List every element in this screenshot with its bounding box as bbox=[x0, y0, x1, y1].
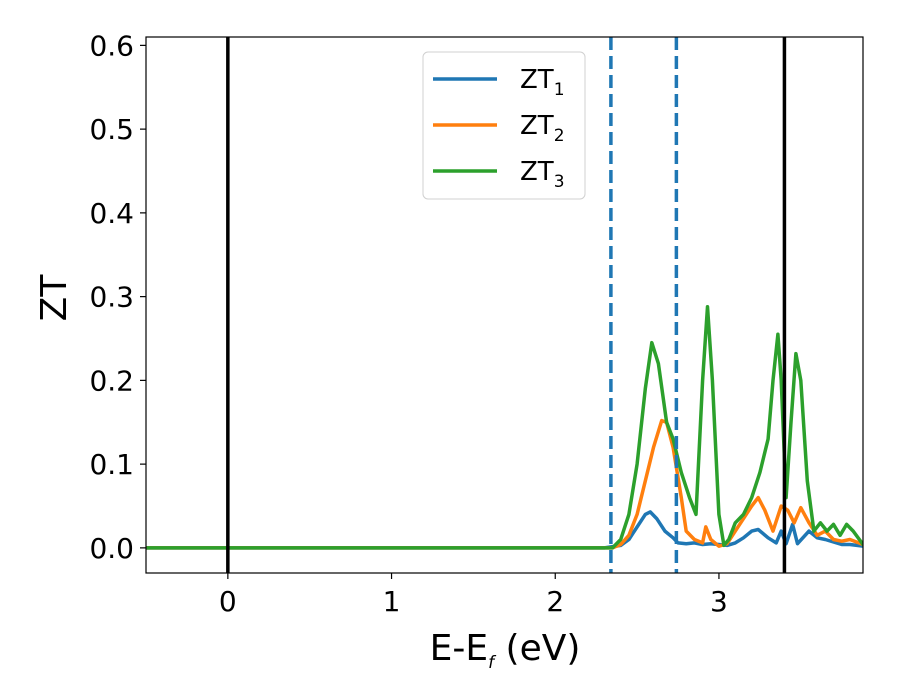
x-tick-label: 0 bbox=[219, 585, 237, 618]
x-tick-label: 3 bbox=[710, 585, 728, 618]
y-tick-label: 0.4 bbox=[89, 197, 134, 230]
series-line-zt3 bbox=[146, 304, 863, 550]
reference-lines bbox=[226, 37, 787, 573]
legend-box bbox=[422, 51, 586, 200]
legend-label-zt1: ZT1 bbox=[520, 65, 565, 100]
y-tick-label: 0.5 bbox=[89, 113, 134, 146]
legend: ZT1 ZT2 ZT3 bbox=[422, 51, 586, 200]
legend-label-zt3: ZT3 bbox=[520, 157, 565, 192]
y-tick-label: 0.3 bbox=[89, 281, 134, 314]
y-tick-label: 0.1 bbox=[89, 448, 134, 481]
y-tick-label: 0.0 bbox=[89, 532, 134, 565]
y-tick-label: 0.6 bbox=[89, 29, 134, 62]
y-axis-ticks: 0.0 0.1 0.2 0.3 0.4 0.5 0.6 bbox=[89, 29, 146, 565]
y-tick-label: 0.2 bbox=[89, 364, 134, 397]
x-axis-title: E-Ef (eV) bbox=[430, 628, 581, 673]
x-tick-label: 2 bbox=[546, 585, 564, 618]
series-layer bbox=[146, 304, 863, 550]
legend-label-zt2: ZT2 bbox=[520, 111, 565, 146]
plot-frame bbox=[145, 36, 864, 574]
y-axis-title: ZT bbox=[34, 274, 75, 322]
x-axis-ticks: 0 1 2 3 bbox=[219, 573, 728, 618]
series-line-zt1 bbox=[146, 510, 863, 550]
x-tick-label: 1 bbox=[383, 585, 401, 618]
